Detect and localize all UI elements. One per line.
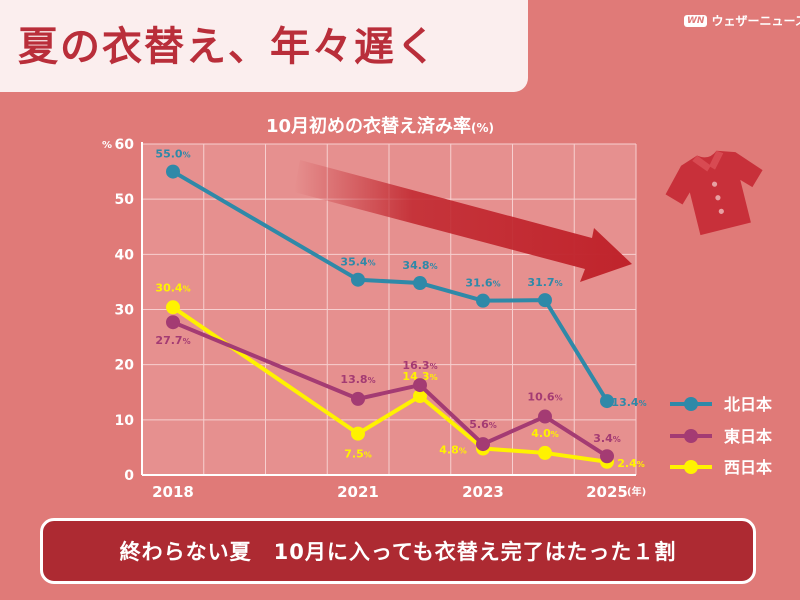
brand-mark: WN [684, 14, 708, 27]
y-tick-label: 20 [115, 358, 135, 374]
data-label: 35.4% [340, 256, 375, 269]
data-label: 4.8% [439, 444, 467, 457]
legend-swatch-dot [684, 397, 698, 411]
data-point [413, 378, 427, 393]
x-tick-label: 2023 [462, 483, 504, 501]
brand-logo: WN ウェザーニュース [684, 12, 800, 29]
data-point [413, 276, 427, 291]
data-point [538, 293, 552, 308]
headline-box: 夏の衣替え、年々遅く [0, 0, 528, 92]
legend-swatch-dot [684, 460, 698, 474]
legend-label: 西日本 [724, 458, 772, 477]
series-1 [166, 315, 614, 464]
shirt-icon [665, 150, 763, 236]
legend-label: 北日本 [724, 395, 772, 414]
data-point [166, 315, 180, 330]
grid [142, 143, 637, 475]
x-axis-unit: (年) [627, 485, 646, 498]
data-point [538, 409, 552, 424]
summary-text: 終わらない夏 10月に入っても衣替え完了はたった１割 [119, 540, 677, 564]
legend-item: 北日本 [670, 395, 772, 414]
data-label: 3.4% [593, 432, 621, 445]
data-labels: 30.4% 7.5% 14.3% 4.8% 4.0% 2.4% 27.7% 13.8% 16.3… [155, 148, 646, 470]
legend-item: 東日本 [670, 427, 772, 446]
legend-swatch-dot [684, 429, 698, 443]
data-point [166, 300, 180, 315]
data-label: 31.7% [527, 276, 562, 289]
data-label: 5.6% [469, 418, 497, 431]
series-line [171, 169, 609, 403]
data-point [351, 391, 365, 406]
legend-label: 東日本 [724, 427, 772, 446]
data-label: 10.6% [527, 391, 562, 404]
headline: 夏の衣替え、年々遅く [18, 24, 438, 70]
data-point [413, 389, 427, 404]
axes: 0 10 20 30 40 50 60% 2018 2021 2023 2025 (年) [102, 137, 646, 501]
y-tick-label: 50 [115, 192, 135, 208]
data-label: 27.7% [155, 334, 190, 347]
summary-banner: 終わらない夏 10月に入っても衣替え完了はたった１割 [40, 518, 756, 584]
x-tick-label: 2025 [586, 483, 628, 501]
series-line [172, 320, 609, 458]
data-point [600, 394, 614, 409]
y-tick-label: 0 [124, 468, 134, 484]
data-point [351, 426, 365, 441]
data-label: 55.0% [155, 148, 190, 161]
y-tick-label: 60 [115, 137, 135, 153]
data-point [476, 293, 490, 308]
data-label: 31.6% [465, 277, 500, 290]
data-label: 30.4% [155, 281, 190, 294]
data-label: 13.8% [340, 373, 375, 386]
chart-title: 10月初めの衣替え済み率(%) [150, 112, 610, 138]
y-axis-unit: % [102, 140, 112, 151]
trend-arrow-icon [294, 160, 632, 282]
data-point [351, 272, 365, 287]
series-line [171, 305, 608, 464]
data-label: 4.0% [531, 427, 559, 440]
data-point [166, 164, 180, 179]
legend-item: 西日本 [670, 458, 772, 477]
data-label: 34.8% [402, 259, 437, 272]
data-label: 2.4% [617, 457, 645, 470]
data-label: 7.5% [344, 448, 372, 461]
chart-title-text: 10月初めの衣替え済み率 [265, 116, 472, 137]
x-tick-label: 2018 [152, 483, 194, 501]
data-point [538, 445, 552, 460]
brand-name: ウェザーニュース [711, 14, 800, 28]
data-label: 16.3% [402, 359, 437, 372]
series-layer: 30.4% 7.5% 14.3% 4.8% 4.0% 2.4% 27.7% 13.8% 16.3… [155, 148, 646, 470]
y-tick-label: 40 [115, 247, 135, 263]
data-point [600, 449, 614, 464]
data-label: 13.4% [611, 396, 646, 409]
y-tick-label: 10 [115, 413, 135, 429]
chart-title-unit: (%) [471, 121, 495, 135]
series-0 [166, 164, 614, 409]
data-label: 14.3% [402, 370, 437, 383]
data-point [476, 437, 490, 452]
x-tick-label: 2021 [337, 483, 379, 501]
y-tick-label: 30 [115, 303, 135, 319]
